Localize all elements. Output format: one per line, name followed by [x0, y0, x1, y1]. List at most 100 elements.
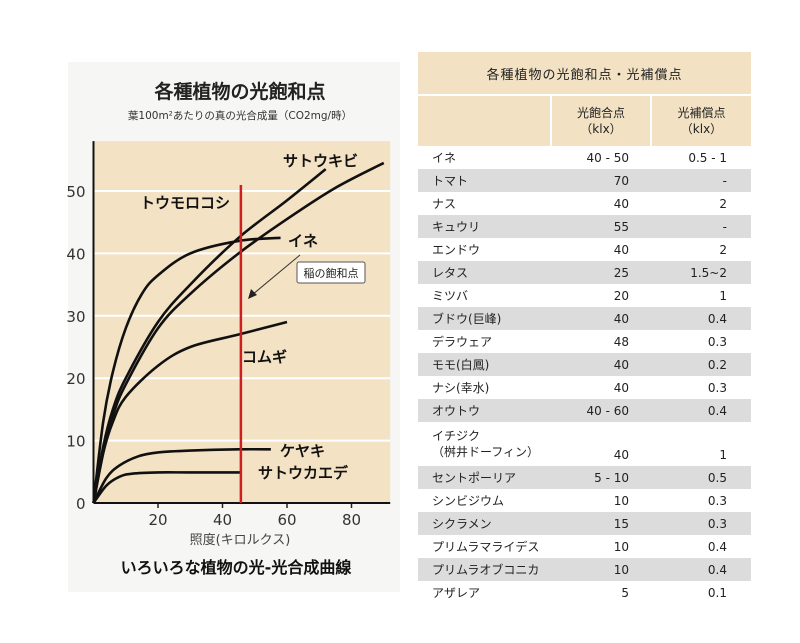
- x-tick-label: 40: [213, 511, 232, 529]
- saturation-value: 10: [613, 539, 629, 554]
- plant-name: ミツバ: [418, 284, 551, 307]
- plant-name-line: デラウェア: [432, 334, 493, 349]
- plant-name: プリムラオブコニカ: [418, 558, 551, 581]
- plant-name-line: アザレア: [432, 585, 481, 600]
- series-curve: [92, 320, 288, 504]
- plant-name: アザレア: [418, 581, 551, 604]
- table-row: シンビジウム 10 0.3: [418, 489, 751, 512]
- series-label: イネ: [288, 232, 318, 250]
- table-row: ナシ(幸水) 40 0.3: [418, 376, 751, 399]
- plant-name: ナス: [418, 192, 551, 215]
- x-tick-label: 60: [277, 511, 296, 529]
- header-compensation-unit: （klx）: [680, 122, 723, 136]
- compensation-value: 2: [719, 242, 727, 257]
- table-row: イネ 40 - 50 0.5 - 1: [418, 146, 751, 169]
- table-row: セントポーリア 5 - 10 0.5: [418, 466, 751, 489]
- plant-name: シンビジウム: [418, 489, 551, 512]
- compensation-value: 2: [719, 196, 727, 211]
- table-row: プリムラオブコニカ 10 0.4: [418, 558, 751, 581]
- plant-name-line: モモ(白鳳): [432, 357, 490, 372]
- saturation-value: 25: [551, 261, 651, 284]
- series-label: サトウキビ: [283, 152, 358, 170]
- light-point-table-panel: 各種植物の光飽和点・光補償点 光飽合点 （klx） 光補償点 （klx） イネ 40 …: [418, 52, 751, 604]
- plant-name: ブドウ(巨峰): [418, 307, 551, 330]
- header-saturation-unit: （klx）: [580, 122, 622, 136]
- compensation-value: 0.4: [651, 399, 751, 422]
- compensation-value: 0.2: [651, 353, 751, 376]
- y-tick-label: 20: [66, 370, 85, 388]
- plant-name: オウトウ: [418, 399, 551, 422]
- plant-name-line: シンビジウム: [432, 493, 505, 508]
- plant-name-line: ナシ(幸水): [432, 380, 490, 395]
- compensation-value: 0.5 - 1: [688, 150, 727, 165]
- header-saturation-label: 光飽合点: [576, 106, 625, 120]
- table-row: モモ(白鳳) 40 0.2: [418, 353, 751, 376]
- saturation-value: 40: [613, 380, 629, 395]
- y-tick-label: 10: [66, 433, 85, 451]
- arrowhead-icon: [248, 289, 257, 299]
- compensation-value: 0.4: [651, 558, 751, 581]
- saturation-value: 40 - 50: [586, 150, 630, 165]
- plant-name-line: エンドウ: [432, 242, 481, 257]
- saturation-value: 15: [551, 512, 651, 535]
- plant-name-line: レタス: [432, 265, 469, 280]
- table-row: シクラメン 15 0.3: [418, 512, 751, 535]
- chart-title: 各種植物の光飽和点: [153, 80, 325, 103]
- plant-name: セントポーリア: [418, 466, 551, 489]
- plant-name: プリムラマライデス: [418, 535, 551, 558]
- plant-name: エンドウ: [418, 238, 551, 261]
- table-row: デラウェア 48 0.3: [418, 330, 751, 353]
- table-row: オウトウ 40 - 60 0.4: [418, 399, 751, 422]
- plant-name: モモ(白鳳): [418, 353, 551, 376]
- saturation-value: 40: [613, 448, 629, 462]
- header-plant: [418, 94, 551, 146]
- plant-name-line: キュウリ: [432, 219, 481, 234]
- series-curve: [92, 447, 271, 504]
- header-compensation: 光補償点 （klx）: [650, 94, 751, 146]
- plant-name: イネ: [418, 146, 551, 169]
- plant-name: レタス: [418, 261, 551, 284]
- series-label: ケヤキ: [280, 442, 325, 460]
- saturation-value: 5: [621, 585, 629, 600]
- saturation-value: 10: [551, 558, 651, 581]
- plant-name-line: セントポーリア: [432, 470, 517, 485]
- compensation-value: 0.3: [651, 512, 751, 535]
- chart-subtitle: 葉100m²あたりの真の光合成量（CO2mg/時）: [128, 109, 352, 122]
- plant-name: デラウェア: [418, 330, 551, 353]
- plant-name-line: シクラメン: [432, 516, 492, 531]
- y-tick-label: 50: [66, 183, 85, 201]
- x-tick-label: 80: [342, 511, 361, 529]
- saturation-value: 55: [551, 215, 651, 238]
- plant-name-line: イチジク: [432, 429, 481, 443]
- saturation-value: 40: [613, 196, 629, 211]
- compensation-value: -: [651, 169, 751, 192]
- y-tick-label: 30: [66, 308, 85, 326]
- plant-name-line: プリムラオブコニカ: [432, 562, 540, 577]
- compensation-value: 0.3: [707, 380, 727, 395]
- table-row: プリムラマライデス 10 0.4: [418, 535, 751, 558]
- table-row: キュウリ 55-: [418, 215, 751, 238]
- x-axis-label: 照度(キロルクス): [190, 532, 291, 548]
- compensation-value: 0.1: [707, 585, 727, 600]
- table-row: ミツバ 20 1: [418, 284, 751, 307]
- series-label: サトウカエデ: [258, 464, 349, 482]
- plant-name-line: ナス: [432, 196, 457, 211]
- annotation-arrow: [251, 254, 301, 296]
- saturation-value: 10: [613, 493, 629, 508]
- compensation-value: 0.5: [651, 466, 751, 489]
- y-tick-label: 0: [76, 495, 86, 513]
- plant-name-line: オウトウ: [432, 403, 481, 418]
- compensation-value: 1: [719, 288, 727, 303]
- header-saturation: 光飽合点 （klx）: [550, 94, 651, 146]
- table-row: トマト 70-: [418, 169, 751, 192]
- table-row: イチジク （桝井ドーフィン） 40 1: [418, 422, 751, 466]
- plant-name-line: プリムラマライデス: [432, 539, 540, 554]
- x-tick-label: 20: [148, 511, 167, 529]
- plant-name: トマト: [418, 169, 551, 192]
- saturation-value: 40 - 60: [551, 399, 651, 422]
- plant-name: ナシ(幸水): [418, 376, 551, 399]
- light-point-table: 各種植物の光飽和点・光補償点 光飽合点 （klx） 光補償点 （klx） イネ 40 …: [418, 52, 751, 604]
- table-title: 各種植物の光飽和点・光補償点: [418, 52, 751, 95]
- table-row: ブドウ(巨峰) 40 0.4: [418, 307, 751, 330]
